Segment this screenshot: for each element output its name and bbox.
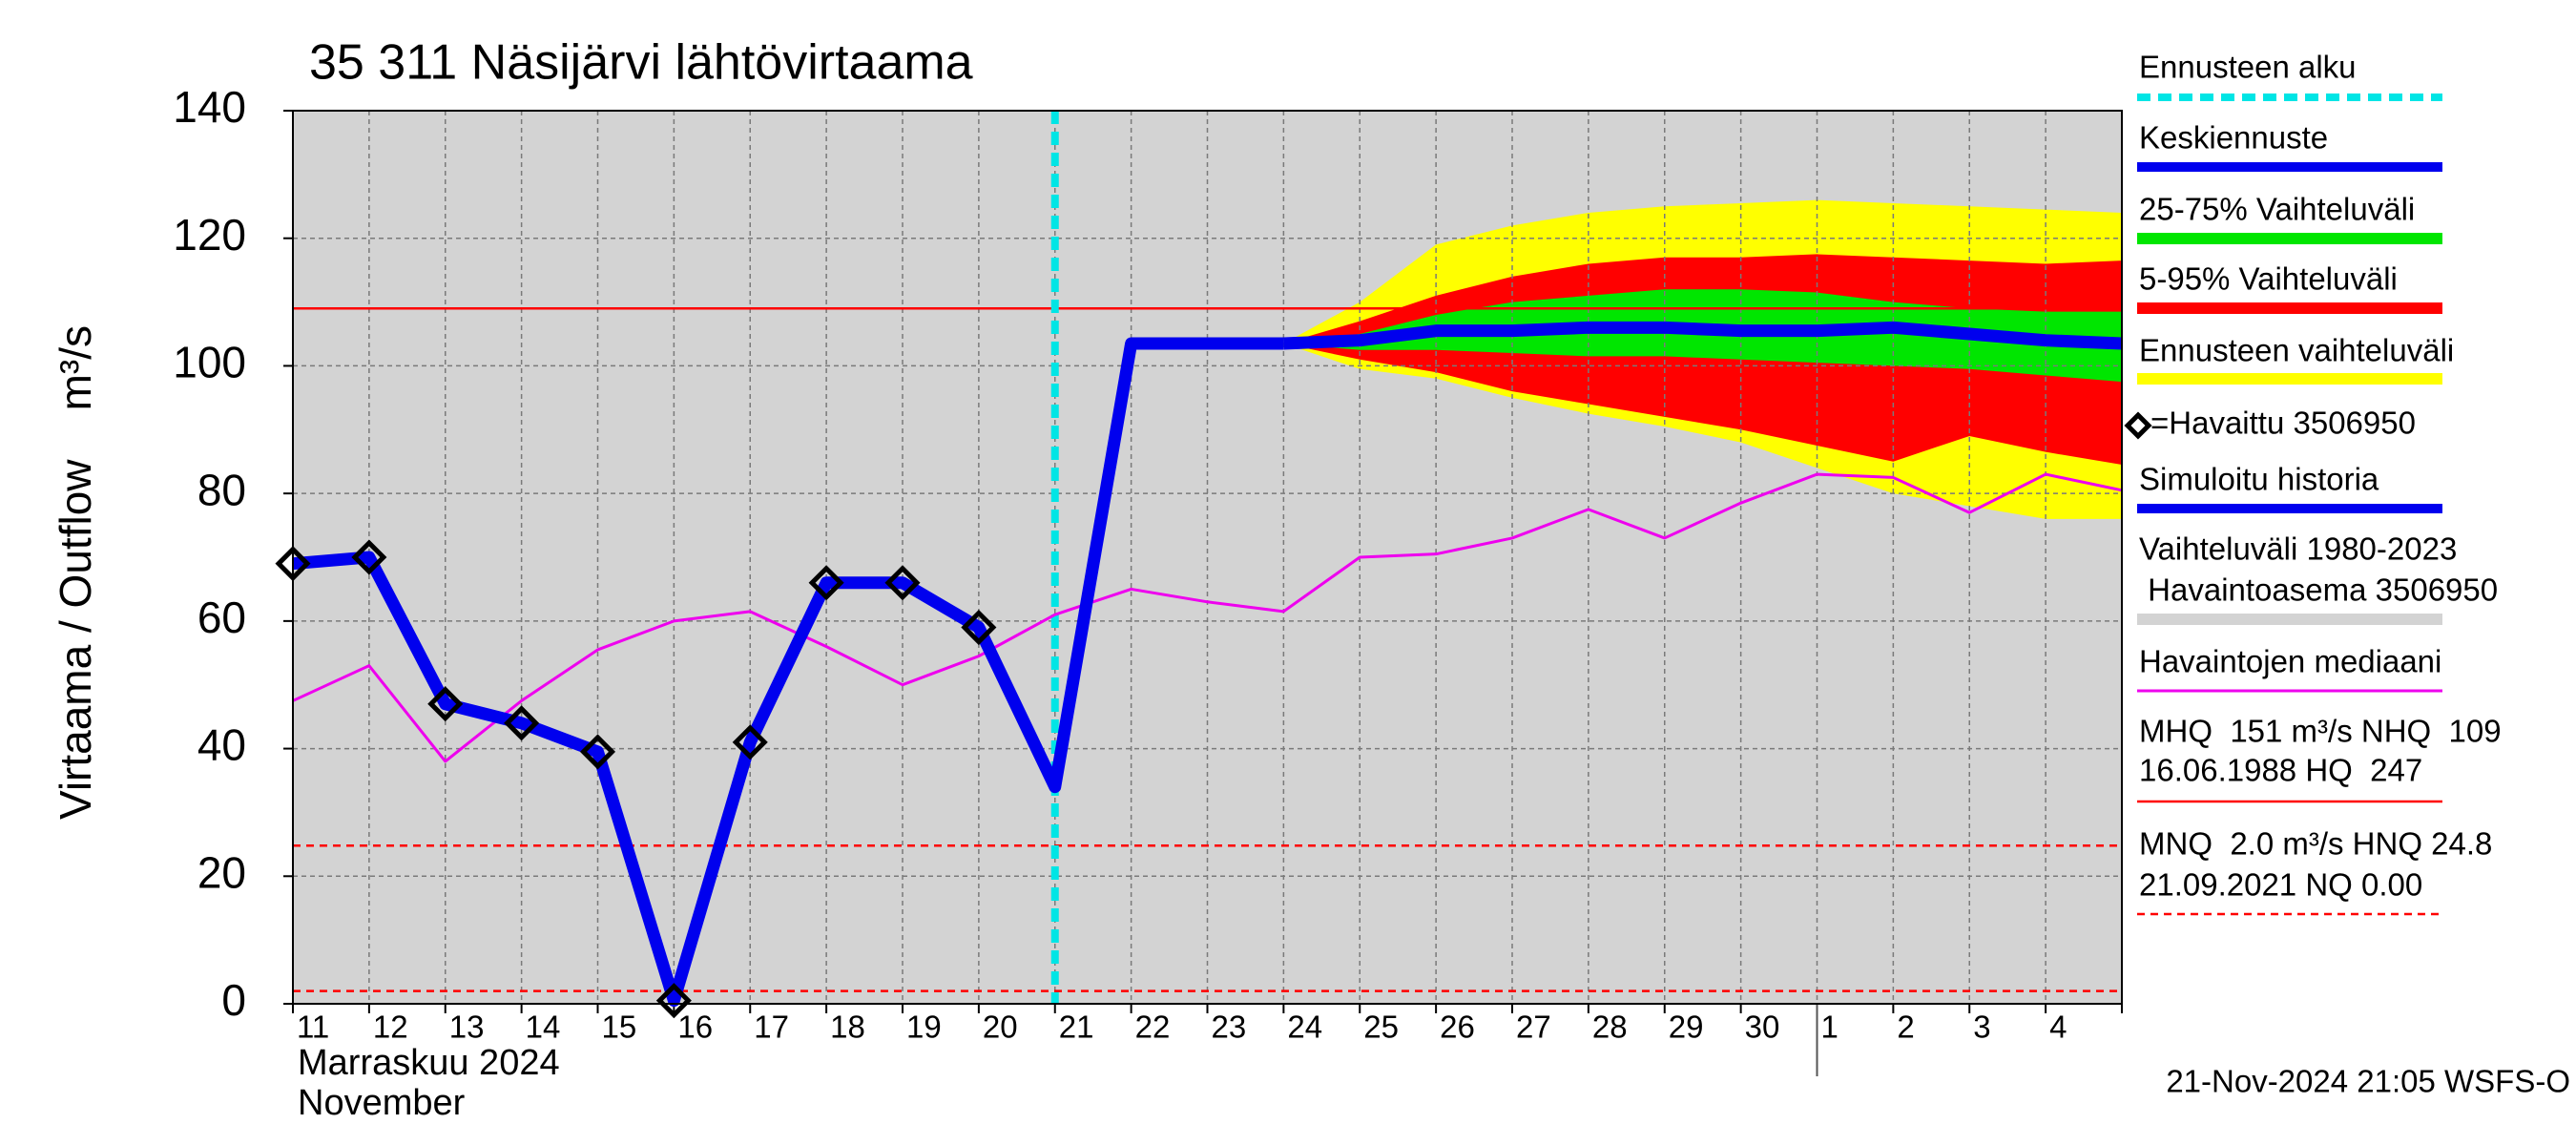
legend-label: MNQ 2.0 m³/s HNQ 24.8: [2139, 826, 2492, 862]
y-tick-label: 80: [197, 465, 246, 514]
legend-marker: [2124, 411, 2152, 440]
legend-label: 5-95% Vaihteluväli: [2139, 261, 2398, 297]
x-tick-label: 21: [1059, 1010, 1094, 1045]
legend-label: Keskiennuste: [2139, 120, 2328, 156]
x-tick-label: 18: [830, 1010, 865, 1045]
legend-label: Havaintoasema 3506950: [2139, 572, 2498, 608]
x-tick-label: 25: [1363, 1010, 1399, 1045]
x-tick-label: 26: [1440, 1010, 1475, 1045]
x-tick-label: 17: [754, 1010, 789, 1045]
observed-marker: [427, 686, 464, 722]
x-tick-label: 24: [1287, 1010, 1322, 1045]
x-tick-label: 20: [983, 1010, 1018, 1045]
y-tick-label: 120: [173, 210, 246, 260]
x-tick-label: 1: [1821, 1010, 1839, 1045]
legend-label: 21.09.2021 NQ 0.00: [2139, 867, 2422, 903]
legend-label: Ennusteen vaihteluväli: [2139, 333, 2454, 368]
x-tick-label: 3: [1973, 1010, 1990, 1045]
x-tick-label: 16: [677, 1010, 713, 1045]
legend-label: Vaihteluväli 1980-2023: [2139, 531, 2457, 567]
x-tick-label: 29: [1669, 1010, 1704, 1045]
observed-marker: [961, 610, 997, 646]
legend-label: MHQ 151 m³/s NHQ 109: [2139, 714, 2502, 749]
y-tick-label: 40: [197, 720, 246, 770]
x-tick-label: 14: [526, 1010, 561, 1045]
legend-label: Havaintojen mediaani: [2139, 644, 2441, 679]
x-tick-label: 13: [449, 1010, 485, 1045]
x-tick-label: 11: [297, 1010, 329, 1045]
x-tick-label: 28: [1592, 1010, 1628, 1045]
y-tick-label: 140: [173, 82, 246, 132]
x-tick-label: 4: [2049, 1010, 2067, 1045]
month-label-en: November: [298, 1083, 466, 1123]
x-tick-label: 22: [1135, 1010, 1171, 1045]
y-axis-label: Virtaama / Outflow m³/s: [51, 325, 100, 820]
plot-frame: [292, 110, 2123, 1005]
x-tick-label: 27: [1516, 1010, 1551, 1045]
legend-label: Simuloitu historia: [2139, 462, 2379, 497]
x-tick-label: 30: [1745, 1010, 1780, 1045]
legend-label: 25-75% Vaihteluväli: [2139, 192, 2415, 227]
x-tick-label: 12: [373, 1010, 408, 1045]
legend-label: Ennusteen alku: [2139, 50, 2357, 85]
forecast-band: [1283, 289, 2122, 383]
observed-marker: [579, 734, 616, 770]
series-line: [1283, 321, 2123, 350]
observed-marker: [655, 983, 692, 1019]
y-tick-label: 0: [221, 975, 246, 1025]
series-line: [292, 472, 2123, 763]
observed-marker: [504, 705, 540, 741]
legend-label: =Havaittu 3506950: [2150, 406, 2416, 441]
x-tick-label: 23: [1212, 1010, 1247, 1045]
x-tick-label: 2: [1897, 1010, 1914, 1045]
observed-marker: [808, 565, 844, 601]
y-tick-label: 100: [173, 338, 246, 387]
y-tick-label: 20: [197, 847, 246, 897]
observed-marker: [732, 724, 768, 760]
month-label: Marraskuu 2024: [298, 1043, 560, 1083]
footer: 21-Nov-2024 21:05 WSFS-O: [2166, 1064, 2570, 1099]
x-tick-label: 19: [906, 1010, 942, 1045]
chart-title: 35 311 Näsijärvi lähtövirtaama: [309, 35, 973, 91]
legend-label: 16.06.1988 HQ 247: [2139, 753, 2422, 788]
y-tick-label: 60: [197, 593, 246, 642]
observed-marker: [884, 565, 921, 601]
x-tick-label: 15: [602, 1010, 637, 1045]
observed-marker: [351, 539, 387, 575]
